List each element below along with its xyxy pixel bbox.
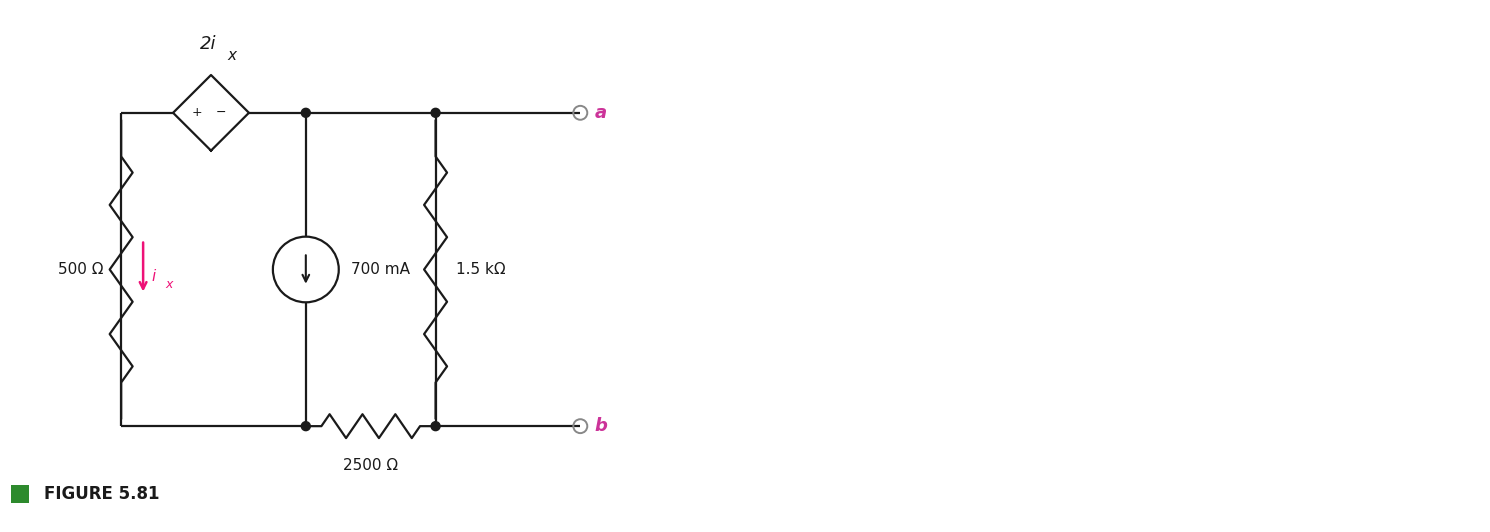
Circle shape <box>301 422 310 430</box>
FancyBboxPatch shape <box>12 485 30 503</box>
Text: −: − <box>215 106 225 119</box>
Text: x: x <box>226 48 235 63</box>
Text: 700 mA: 700 mA <box>350 262 410 277</box>
Circle shape <box>431 109 440 117</box>
Text: +: + <box>191 106 203 119</box>
Text: 500 Ω: 500 Ω <box>58 262 103 277</box>
Circle shape <box>431 422 440 430</box>
Text: 2i: 2i <box>200 35 216 53</box>
Text: b: b <box>595 417 606 435</box>
Text: x: x <box>165 278 173 291</box>
Text: 2500 Ω: 2500 Ω <box>343 458 398 473</box>
Text: 1.5 kΩ: 1.5 kΩ <box>456 262 505 277</box>
Text: a: a <box>595 104 606 122</box>
Circle shape <box>301 109 310 117</box>
Text: FIGURE 5.81: FIGURE 5.81 <box>45 485 159 503</box>
Text: i: i <box>150 269 155 284</box>
